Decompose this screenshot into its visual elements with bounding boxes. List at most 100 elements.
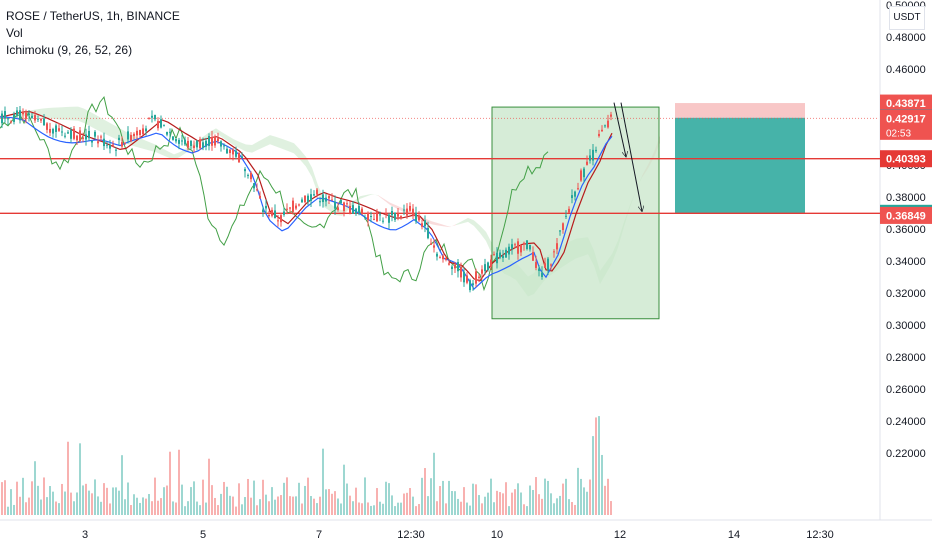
volume-bar xyxy=(211,485,213,515)
volume-bar xyxy=(151,501,153,515)
volume-bar xyxy=(70,492,72,515)
candle-body xyxy=(595,149,597,152)
legend-ichimoku[interactable]: Ichimoku (9, 26, 52, 26) xyxy=(6,43,133,57)
candle-body xyxy=(61,131,63,133)
volume-bar xyxy=(433,452,435,515)
candle-body xyxy=(583,168,585,178)
candle-body xyxy=(205,140,207,147)
candle-body xyxy=(238,152,240,163)
candle-body xyxy=(40,118,42,121)
arrow-annotation xyxy=(620,102,642,212)
volume-bar xyxy=(19,496,21,515)
volume-bar xyxy=(199,505,201,515)
candle-body xyxy=(499,252,501,258)
candle-body xyxy=(367,212,369,221)
volume-bar xyxy=(577,467,579,515)
volume-bar xyxy=(421,477,423,515)
volume-bar xyxy=(10,489,12,515)
ichimoku-cloud-segment xyxy=(48,107,54,119)
price-badge-countdown: 02:53 xyxy=(886,128,911,139)
currency-label[interactable]: USDT xyxy=(889,6,925,30)
volume-bar xyxy=(499,492,501,515)
candle-body xyxy=(343,202,345,211)
volume-bar xyxy=(28,497,30,515)
volume-bar xyxy=(496,490,498,515)
volume-bar xyxy=(508,506,510,515)
volume-bar xyxy=(598,416,600,515)
ichimoku-cloud-segment xyxy=(282,138,288,152)
volume-bar xyxy=(565,478,567,515)
candle-body xyxy=(346,203,348,205)
candle-body xyxy=(322,194,324,202)
volume-bar xyxy=(163,487,165,515)
volume-bar xyxy=(442,480,444,515)
candle-body xyxy=(58,128,60,131)
legend-volume[interactable]: Vol xyxy=(6,26,23,40)
ichimoku-cloud-segment xyxy=(162,148,168,158)
candle-body xyxy=(391,211,393,216)
candle-body xyxy=(271,209,273,216)
volume-bar xyxy=(319,496,321,515)
volume-bar xyxy=(187,501,189,515)
ichimoku-cloud-segment xyxy=(72,106,78,121)
candle-body xyxy=(286,208,288,210)
take-profit-zone xyxy=(675,117,805,214)
candle-body xyxy=(361,208,363,214)
candle-body xyxy=(442,255,444,260)
candle-body xyxy=(394,212,396,220)
candle-body xyxy=(82,137,84,139)
ichimoku-cloud-segment xyxy=(480,225,486,241)
candle-body xyxy=(454,264,456,269)
volume-bar xyxy=(340,503,342,515)
ichimoku-cloud-segment xyxy=(468,217,474,227)
candle-body xyxy=(172,136,174,140)
candle-body xyxy=(472,283,474,286)
ichimoku-cloud-segment xyxy=(378,195,384,201)
candle-body xyxy=(202,142,204,149)
candle-body xyxy=(28,113,30,116)
candle-body xyxy=(388,214,390,223)
legend-symbol[interactable]: ROSE / TetherUS, 1h, BINANCE xyxy=(6,9,180,23)
volume-bar xyxy=(229,495,231,515)
volume-bar xyxy=(544,478,546,515)
candle-body xyxy=(493,254,495,256)
candle-body xyxy=(7,118,9,120)
volume-bar xyxy=(265,494,267,515)
y-tick-label: 0.22000 xyxy=(886,448,926,460)
ichimoku-cloud-segment xyxy=(486,231,492,255)
volume-bar xyxy=(376,488,378,515)
candle-body xyxy=(589,155,591,161)
volume-bar xyxy=(154,477,156,515)
volume-bar xyxy=(373,505,375,515)
volume-bar xyxy=(346,483,348,515)
candle-body xyxy=(97,141,99,144)
volume-bar xyxy=(352,501,354,515)
candle-body xyxy=(1,113,3,124)
volume-bar xyxy=(595,417,597,515)
volume-bar xyxy=(457,498,459,515)
candle-body xyxy=(55,125,57,132)
volume-bar xyxy=(418,504,420,515)
candle-body xyxy=(517,241,519,254)
volume-bar xyxy=(409,488,411,515)
volume-bar xyxy=(535,477,537,515)
ichimoku-cloud-segment xyxy=(252,141,258,153)
price-badge xyxy=(880,150,932,168)
candle-body xyxy=(94,131,96,137)
volume-bar xyxy=(343,464,345,515)
volume-bar xyxy=(79,443,81,515)
volume-bar xyxy=(196,501,198,515)
volume-bar xyxy=(382,503,384,515)
candle-body xyxy=(133,133,135,137)
candle-body xyxy=(31,115,33,119)
candle-body xyxy=(586,161,588,165)
volume-bar xyxy=(241,504,243,515)
volume-bar xyxy=(277,496,279,515)
arrow-annotation xyxy=(613,102,626,157)
volume-bar xyxy=(31,481,33,515)
volume-bar xyxy=(46,497,48,515)
volume-bar xyxy=(547,480,549,515)
volume-bar xyxy=(223,481,225,515)
candle-body xyxy=(532,252,534,261)
